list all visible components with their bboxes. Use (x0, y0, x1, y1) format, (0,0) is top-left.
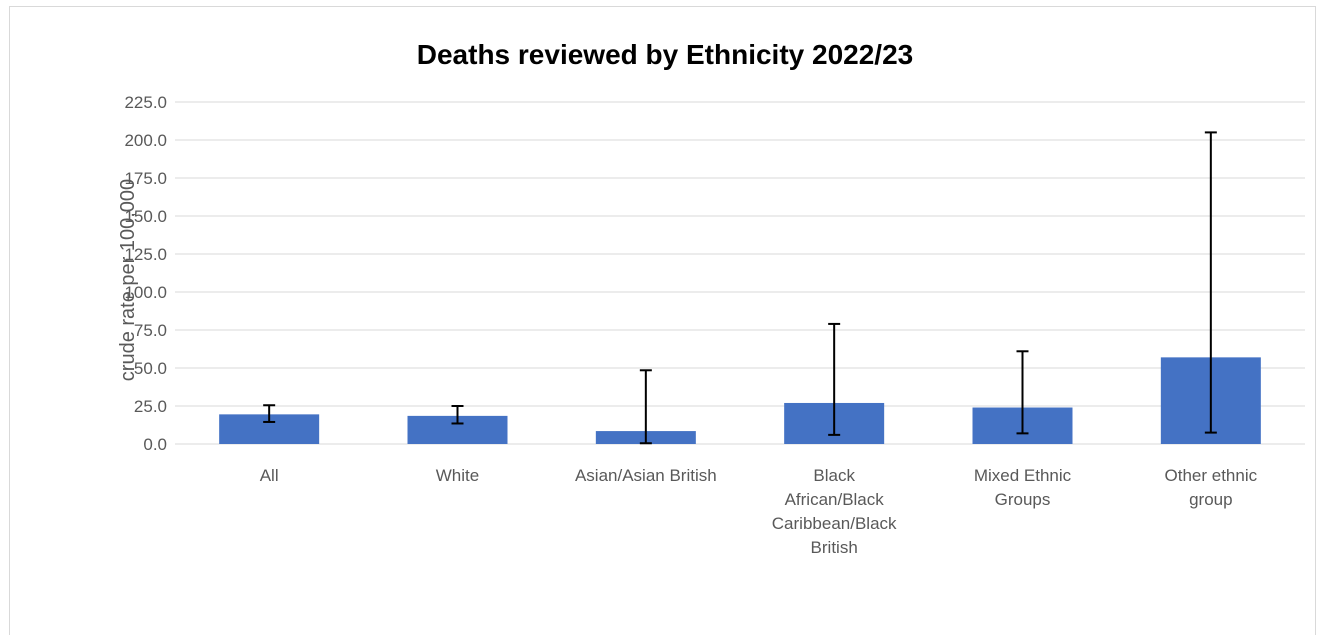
y-tick-label: 50.0 (134, 359, 167, 378)
chart-svg: Deaths reviewed by Ethnicity 2022/23 cru… (117, 39, 1305, 557)
y-tick-label: 100.0 (124, 283, 167, 302)
category-label-line: All (260, 466, 279, 485)
category-label: All (260, 466, 279, 485)
category-label-line: Caribbean/Black (772, 514, 897, 533)
gridlines (175, 101, 1305, 445)
category-label: Mixed Ethnic Groups (974, 466, 1072, 509)
category-label: Asian/Asian British (575, 466, 717, 485)
y-tick-label: 75.0 (134, 321, 167, 340)
y-tick-label: 25.0 (134, 397, 167, 416)
chart-area: Deaths reviewed by Ethnicity 2022/23 cru… (9, 6, 1316, 635)
y-tick-label: 125.0 (124, 245, 167, 264)
category-label: Black African/Black Caribbean/Black British (772, 466, 897, 557)
y-tick-label: 0.0 (143, 435, 167, 454)
bars (219, 357, 1261, 444)
category-label-line: Mixed Ethnic (974, 466, 1072, 485)
y-tick-label: 225.0 (124, 93, 167, 112)
y-tick-label: 150.0 (124, 207, 167, 226)
category-label-line: Other ethnic (1165, 466, 1258, 485)
y-axis-label: crude rate per 100,000 (117, 179, 139, 381)
y-axis-ticks: 0.0 25.0 50.0 75.0 100.0 125.0 150.0 175.0 200.0… (124, 93, 167, 454)
category-label-line: Asian/Asian British (575, 466, 717, 485)
chart-title: Deaths reviewed by Ethnicity 2022/23 (417, 39, 913, 70)
category-label: Other ethnic group (1165, 466, 1258, 509)
y-tick-label: 175.0 (124, 169, 167, 188)
category-label-line: White (436, 466, 479, 485)
category-label: White (436, 466, 479, 485)
category-label-line: Groups (995, 490, 1051, 509)
category-label-line: African/Black (785, 490, 885, 509)
category-label-line: group (1189, 490, 1232, 509)
y-tick-label: 200.0 (124, 131, 167, 150)
error-bars (263, 131, 1217, 445)
category-label-line: Black (813, 466, 855, 485)
category-label-line: British (811, 538, 858, 557)
x-axis-categories: All White Asian/Asian British Black African/… (260, 466, 1258, 557)
